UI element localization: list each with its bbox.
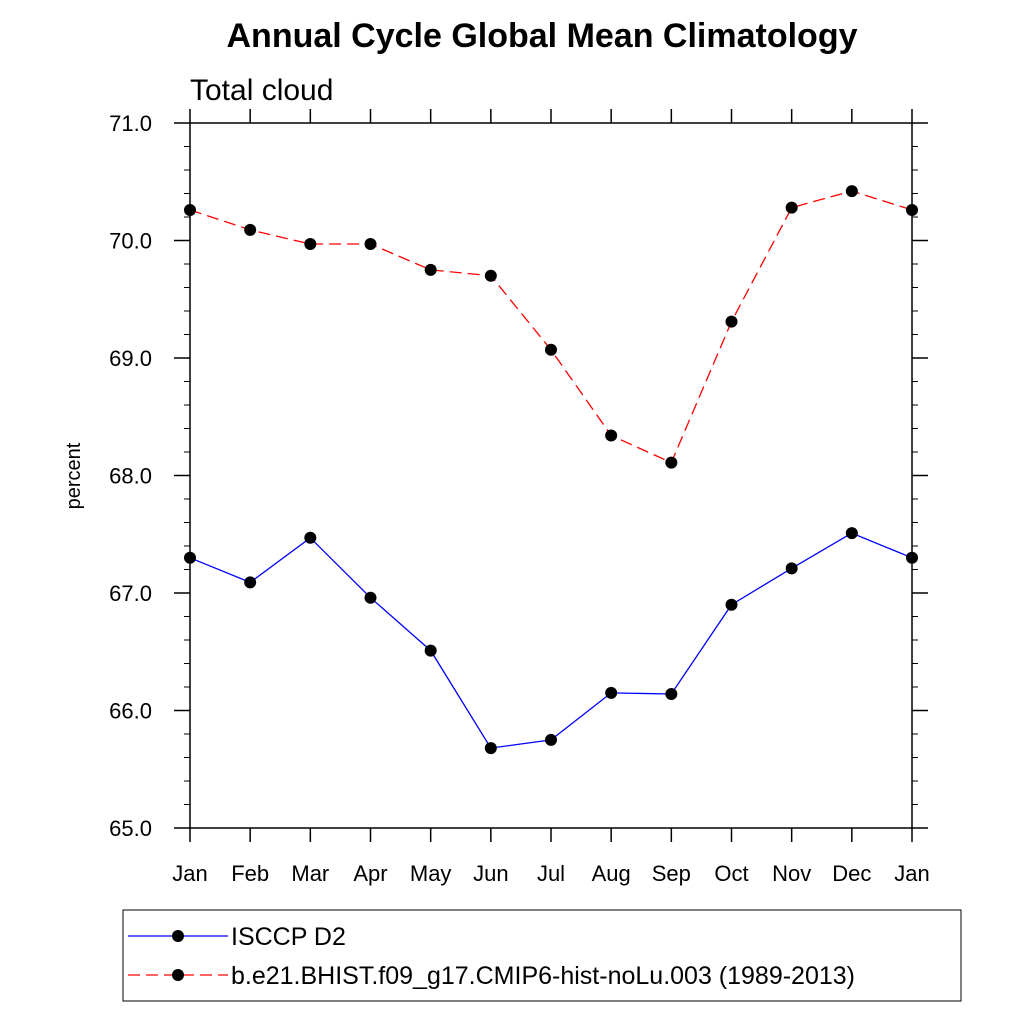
- y-axis-label: percent: [63, 442, 85, 509]
- series-1-point: [725, 315, 738, 328]
- x-tick-label: Feb: [231, 861, 269, 886]
- series-0-point: [304, 531, 317, 544]
- x-tick-labels: Jan Feb Mar Apr May Jun Jul Aug Sep Oct Nov Dec Jan: [172, 861, 929, 886]
- series-line-1: [189, 190, 913, 464]
- series-0-point: [424, 644, 437, 657]
- legend-marker-0: [172, 930, 184, 942]
- series-1-point: [304, 238, 317, 251]
- series-1-point: [665, 456, 678, 469]
- series-1-point: [845, 185, 858, 198]
- y-tick-label: 67.0: [109, 581, 152, 606]
- legend: ISCCP D2 b.e21.BHIST.f09_g17.CMIP6-hist-n…: [122, 909, 962, 1002]
- series-0-point: [665, 688, 678, 701]
- series-1-point: [785, 201, 798, 214]
- major-ticks: [174, 109, 928, 842]
- x-tick-label: Aug: [592, 861, 631, 886]
- x-tick-label: Apr: [353, 861, 387, 886]
- legend-label-0: ISCCP D2: [231, 923, 346, 951]
- x-tick-label: May: [410, 861, 452, 886]
- series-line-0: [189, 532, 913, 749]
- y-tick-label: 65.0: [109, 816, 152, 841]
- y-tick-label: 69.0: [109, 346, 152, 371]
- legend-label-1: b.e21.BHIST.f09_g17.CMIP6-hist-noLu.003 …: [231, 962, 855, 990]
- x-tick-label: Sep: [652, 861, 691, 886]
- series-0-point: [785, 562, 798, 575]
- x-tick-label: Oct: [714, 861, 748, 886]
- x-tick-label: Dec: [832, 861, 871, 886]
- y-tick-labels: 65.0 66.0 67.0 68.0 69.0 70.0 71.0: [109, 111, 152, 841]
- y-tick-label: 68.0: [109, 464, 152, 489]
- x-tick-label: Jan: [172, 861, 207, 886]
- series-0-point: [725, 598, 738, 611]
- y-tick-label: 70.0: [109, 229, 152, 254]
- plot-frame: [189, 122, 913, 829]
- series-1-point: [545, 343, 557, 356]
- series-0-point: [244, 576, 257, 589]
- series-1-point: [364, 238, 377, 251]
- x-tick-label: Jun: [473, 861, 508, 886]
- legend-box: [122, 909, 962, 1002]
- minor-ticks: [184, 146, 918, 805]
- x-tick-label: Nov: [772, 861, 811, 886]
- series-1-point: [605, 429, 618, 442]
- series-0-point: [484, 742, 497, 755]
- series-0-point: [545, 733, 557, 746]
- x-tick-label: Jul: [537, 861, 565, 886]
- x-tick-label: Jan: [894, 861, 929, 886]
- series-1-point: [244, 223, 257, 236]
- series-0-point: [364, 591, 377, 604]
- legend-entries: ISCCP D2 b.e21.BHIST.f09_g17.CMIP6-hist-n…: [128, 923, 855, 990]
- series-lines: [189, 190, 913, 749]
- legend-marker-1: [172, 969, 184, 981]
- series-0-point: [845, 527, 858, 540]
- x-tick-label: Mar: [291, 861, 329, 886]
- series-1-point: [484, 269, 497, 282]
- series-points: [184, 185, 918, 755]
- y-tick-label: 66.0: [109, 699, 152, 724]
- series-0-point: [605, 686, 618, 699]
- chart-title: Annual Cycle Global Mean Climatology: [227, 17, 858, 55]
- series-1-point: [424, 263, 437, 276]
- y-tick-label: 71.0: [109, 111, 152, 136]
- chart-subtitle: Total cloud: [190, 74, 333, 107]
